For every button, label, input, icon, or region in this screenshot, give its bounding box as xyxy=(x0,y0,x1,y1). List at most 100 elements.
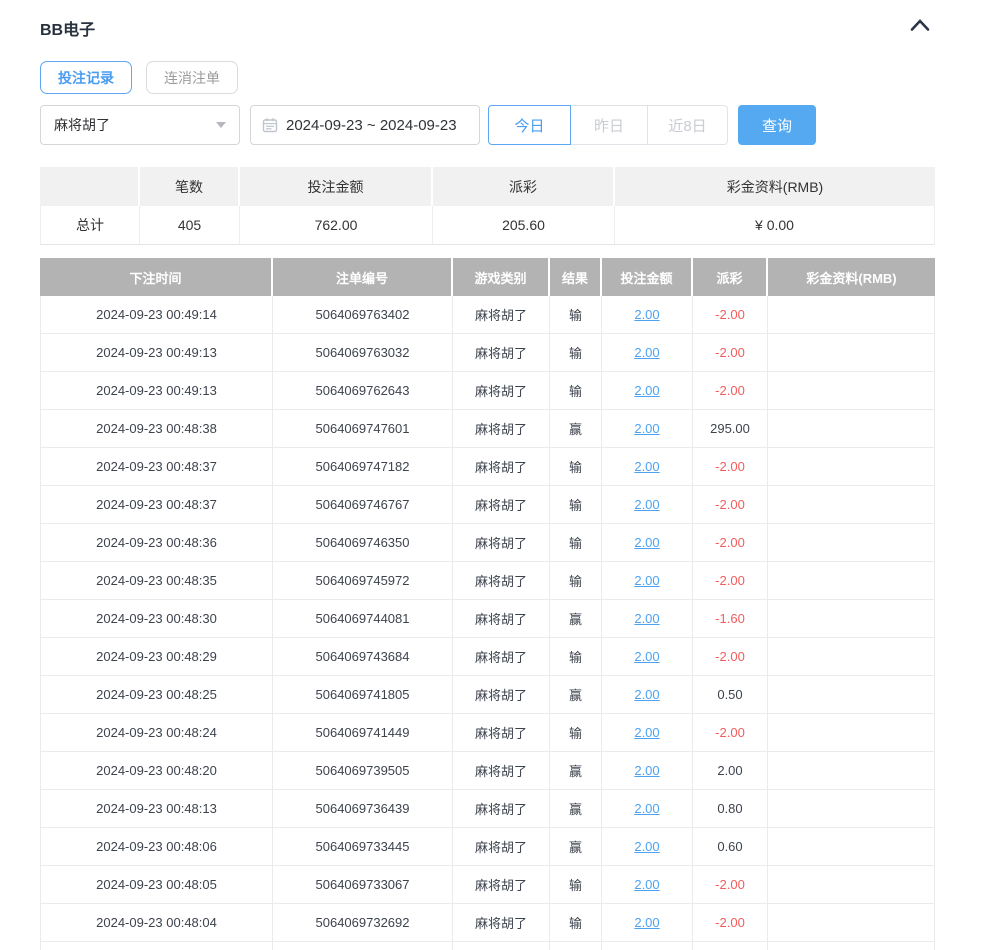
table-row: 2024-09-23 00:48:04 5064069732692 麻将胡了 输… xyxy=(40,904,935,942)
result-cell: 输 xyxy=(550,296,602,334)
game-type-cell: 麻将胡了 xyxy=(453,866,550,904)
record-type-tabs: 投注记录 连消注单 xyxy=(40,61,1005,94)
bet-amount-cell: 2.00 xyxy=(602,524,693,562)
bet-amount-cell: 2.00 xyxy=(602,828,693,866)
payout-cell: -2.00 xyxy=(693,562,768,600)
bonus-cell xyxy=(768,828,935,866)
payout-cell: -1.60 xyxy=(693,600,768,638)
payout-cell: -2.00 xyxy=(693,866,768,904)
bet-amount-link[interactable]: 2.00 xyxy=(634,763,659,778)
result-cell: 赢 xyxy=(550,676,602,714)
table-row: 2024-09-23 00:49:14 5064069763402 麻将胡了 输… xyxy=(40,296,935,334)
bet-amount-cell: 2.00 xyxy=(602,448,693,486)
bet-id-cell: 5064069763402 xyxy=(273,296,453,334)
bet-time-cell: 2024-09-23 00:48:20 xyxy=(40,752,273,790)
col-header-bet-id: 注单编号 xyxy=(273,258,453,296)
payout-cell: 0.50 xyxy=(693,676,768,714)
date-range-input[interactable]: 2024-09-23 ~ 2024-09-23 xyxy=(250,105,480,145)
bet-table-body: 2024-09-23 00:49:14 5064069763402 麻将胡了 输… xyxy=(40,296,935,950)
bet-id-cell: 5064069739505 xyxy=(273,752,453,790)
bonus-cell xyxy=(768,410,935,448)
bet-amount-link[interactable]: 2.00 xyxy=(634,611,659,626)
bet-amount-cell: 2.00 xyxy=(602,638,693,676)
payout-cell: -2.00 xyxy=(693,524,768,562)
bet-amount-link[interactable]: 2.00 xyxy=(634,573,659,588)
summary-header-count: 笔数 xyxy=(140,167,240,206)
payout-cell: -2.00 xyxy=(693,486,768,524)
bet-amount-link[interactable]: 2.00 xyxy=(634,839,659,854)
table-row: 2024-09-23 00:48:13 5064069736439 麻将胡了 赢… xyxy=(40,790,935,828)
bet-id-cell: 5064069745972 xyxy=(273,562,453,600)
bet-amount-link[interactable]: 2.00 xyxy=(634,801,659,816)
payout-cell: -2.00 xyxy=(693,714,768,752)
bet-amount-cell: 2.00 xyxy=(602,296,693,334)
game-type-cell: 麻将胡了 xyxy=(453,334,550,372)
summary-header-blank xyxy=(40,167,140,206)
bonus-cell xyxy=(768,562,935,600)
bonus-cell xyxy=(768,638,935,676)
game-type-cell: 麻将胡了 xyxy=(453,600,550,638)
bonus-cell xyxy=(768,372,935,410)
filter-bar: 麻将胡了 2024-09-23 ~ 2024-09-23 今日 昨日 近8日 xyxy=(40,105,1005,145)
table-row: 2024-09-23 00:48:20 5064069739505 麻将胡了 赢… xyxy=(40,752,935,790)
bet-amount-link[interactable]: 2.00 xyxy=(634,345,659,360)
col-header-bet-amount: 投注金额 xyxy=(602,258,693,296)
payout-cell: -2.00 xyxy=(693,904,768,942)
bet-amount-link[interactable]: 2.00 xyxy=(634,649,659,664)
game-type-cell: 麻将胡了 xyxy=(453,714,550,752)
game-type-cell: 麻将胡了 xyxy=(453,790,550,828)
game-select[interactable]: 麻将胡了 xyxy=(40,105,240,145)
tab-cancelled-bets[interactable]: 连消注单 xyxy=(146,61,238,94)
bet-id-cell: 5064069733445 xyxy=(273,828,453,866)
bet-amount-link[interactable]: 2.00 xyxy=(634,877,659,892)
game-type-cell: 麻将胡了 xyxy=(453,524,550,562)
bet-amount-link[interactable]: 2.00 xyxy=(634,459,659,474)
panel-header: BB电子 xyxy=(40,16,1005,40)
bet-amount-link[interactable]: 2.00 xyxy=(634,725,659,740)
bet-time-cell: 2024-09-23 00:48:05 xyxy=(40,866,273,904)
bet-amount-link[interactable]: 2.00 xyxy=(634,687,659,702)
chevron-up-icon xyxy=(909,20,931,35)
bonus-cell xyxy=(768,676,935,714)
bet-records-panel: BB电子 投注记录 连消注单 麻将胡了 xyxy=(0,0,1005,950)
bonus-cell xyxy=(768,486,935,524)
result-cell: 输 xyxy=(550,372,602,410)
payout-cell: 295.00 xyxy=(693,410,768,448)
summary-total-payout: 205.60 xyxy=(433,206,615,245)
tab-bet-records[interactable]: 投注记录 xyxy=(40,61,132,94)
bonus-cell xyxy=(768,790,935,828)
bet-amount-link[interactable]: 2.00 xyxy=(634,421,659,436)
bet-amount-link[interactable]: 2.00 xyxy=(634,497,659,512)
bet-id-cell: 5064069744081 xyxy=(273,600,453,638)
bet-amount-cell: 2.00 xyxy=(602,752,693,790)
calendar-icon xyxy=(262,117,278,133)
table-row: 2024-09-23 00:48:37 5064069746767 麻将胡了 输… xyxy=(40,486,935,524)
result-cell: 输 xyxy=(550,904,602,942)
quick-last8days-button[interactable]: 近8日 xyxy=(648,105,728,145)
bet-amount-link[interactable]: 2.00 xyxy=(634,535,659,550)
bet-amount-link[interactable]: 2.00 xyxy=(634,383,659,398)
summary-total-count: 405 xyxy=(140,206,240,245)
bet-amount-cell: 2.00 xyxy=(602,486,693,524)
game-type-cell: 麻将胡了 xyxy=(453,904,550,942)
result-cell: 赢 xyxy=(550,410,602,448)
search-button[interactable]: 查询 xyxy=(738,105,816,145)
bet-amount-cell: 2.00 xyxy=(602,714,693,752)
bet-amount-link[interactable]: 2.00 xyxy=(634,307,659,322)
bet-amount-cell: 2.00 xyxy=(602,904,693,942)
result-cell: 输 xyxy=(550,524,602,562)
bonus-cell xyxy=(768,448,935,486)
summary-header-bonus: 彩金资料(RMB) xyxy=(615,167,935,206)
bet-time-cell: 2024-09-23 00:48:29 xyxy=(40,638,273,676)
quick-yesterday-button[interactable]: 昨日 xyxy=(571,105,648,145)
bet-amount-cell: 2.00 xyxy=(602,600,693,638)
bet-id-cell: 5064069743684 xyxy=(273,638,453,676)
bet-amount-link[interactable]: 2.00 xyxy=(634,915,659,930)
result-cell: 输 xyxy=(550,562,602,600)
quick-today-button[interactable]: 今日 xyxy=(488,105,571,145)
bet-id-cell: 5064069747601 xyxy=(273,410,453,448)
game-type-cell xyxy=(453,942,550,950)
payout-cell: -2.00 xyxy=(693,372,768,410)
bonus-cell xyxy=(768,296,935,334)
collapse-panel-button[interactable] xyxy=(908,17,932,35)
